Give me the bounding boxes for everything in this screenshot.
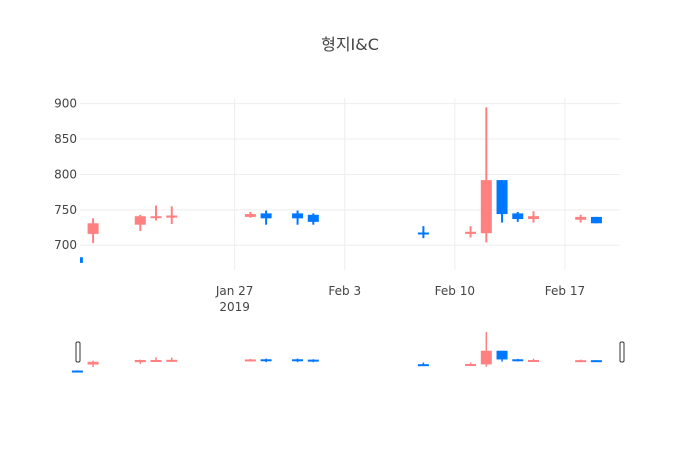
slider-candle (87, 360, 99, 367)
candle-body (590, 216, 602, 224)
candle-body (150, 216, 162, 219)
slider-candle (496, 350, 508, 362)
candle-increasing (166, 206, 178, 224)
candle-body (292, 213, 304, 219)
slider-candle-body (150, 360, 162, 362)
candle-series (80, 107, 602, 263)
candle-increasing (465, 226, 477, 238)
candle-increasing (87, 218, 99, 244)
slider-candle (166, 357, 178, 362)
y-tick-label: 800 (54, 167, 77, 181)
candle-decreasing (417, 226, 429, 239)
grid-layer (80, 98, 620, 270)
slider-candle (150, 357, 162, 362)
slider-candle-body (71, 370, 83, 373)
candle-increasing (527, 211, 539, 223)
slider-candle-body (166, 359, 178, 362)
y-tick-label: 750 (54, 203, 77, 217)
y-tick-label: 850 (54, 132, 77, 146)
candle-increasing (480, 107, 492, 243)
slider-candle (307, 359, 319, 363)
x-tick-label: Jan 27 (215, 284, 254, 298)
slider-candle (260, 358, 272, 363)
candle-body (87, 223, 99, 234)
slider-candle (244, 358, 256, 362)
slider-candle (417, 362, 429, 367)
slider-handle-left[interactable] (75, 341, 81, 363)
x-tick-label: Feb 17 (545, 284, 585, 298)
candle-decreasing (260, 210, 272, 225)
candle-body (244, 214, 256, 217)
slider-candle (480, 332, 492, 367)
slider-candle-body (480, 350, 492, 365)
slider-candle-body (417, 364, 429, 367)
candle-increasing (150, 205, 162, 221)
slider-candle (465, 362, 477, 366)
slider-candle-body (575, 360, 587, 363)
candle-body (496, 180, 508, 215)
chart-title: 형지I&C (321, 35, 379, 54)
slider-candle (512, 358, 524, 362)
candle-body (512, 213, 524, 220)
x-tick-sublabel: 2019 (219, 300, 250, 314)
y-tick-label: 900 (54, 97, 77, 111)
candle-body (575, 216, 587, 220)
slider-candle-body (260, 359, 272, 362)
candle-body (417, 232, 429, 235)
range-slider[interactable] (71, 332, 625, 373)
candle-body (134, 216, 146, 225)
slider-candle-body (512, 359, 524, 362)
candle-decreasing (292, 210, 304, 225)
candle-body (465, 231, 477, 234)
candle-body (527, 216, 539, 220)
candle-increasing (134, 214, 146, 232)
x-tick-label: Feb 3 (328, 284, 361, 298)
x-tick-label: Feb 10 (435, 284, 475, 298)
candle-decreasing (512, 211, 524, 222)
slider-candle (527, 358, 539, 362)
slider-candle (590, 360, 602, 363)
y-tick-label: 700 (54, 238, 77, 252)
slider-candle-body (307, 359, 319, 362)
candle-increasing (575, 214, 587, 223)
x-axis: Jan 27 2019 Feb 3 Feb 10 Feb 17 (215, 284, 585, 314)
slider-candle-body (244, 359, 256, 362)
candle-body (307, 214, 319, 222)
candle-body (260, 213, 272, 219)
slider-candle (575, 359, 587, 363)
candle-body (80, 257, 83, 263)
slider-candle-body (134, 360, 146, 363)
candle-decreasing (496, 180, 508, 223)
slider-candle-body (465, 364, 477, 366)
candle-body (166, 215, 178, 218)
candle-decreasing (590, 216, 602, 224)
slider-candle-body (496, 350, 508, 360)
slider-candle (292, 358, 304, 363)
slider-candle-body (527, 360, 539, 362)
slider-candle (71, 370, 83, 373)
slider-handle-right[interactable] (619, 341, 625, 363)
slider-candle (134, 359, 146, 364)
candle-decreasing (307, 213, 319, 225)
candle-decreasing (80, 257, 83, 263)
candle-body (480, 180, 492, 234)
slider-candle-body (590, 360, 602, 363)
y-axis: 700 750 800 850 900 (54, 97, 77, 253)
slider-candle-body (87, 361, 99, 365)
candle-increasing (244, 211, 256, 218)
slider-candle-body (292, 359, 304, 362)
